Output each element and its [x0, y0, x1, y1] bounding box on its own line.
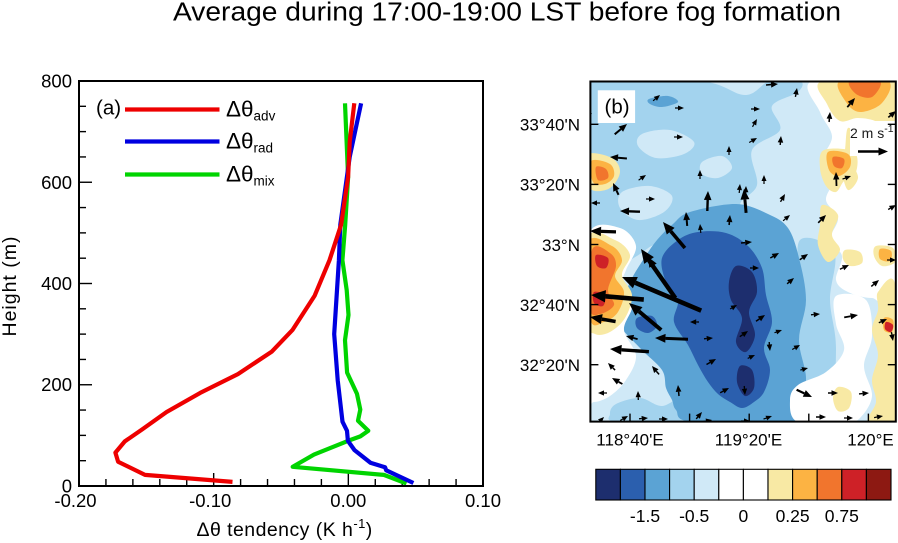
- svg-text:0.00: 0.00: [330, 490, 366, 511]
- svg-text:32°20'N: 32°20'N: [520, 356, 580, 375]
- svg-text:800: 800: [41, 71, 72, 92]
- svg-text:33°20'N: 33°20'N: [520, 176, 580, 195]
- svg-text:33°40'N: 33°40'N: [520, 116, 580, 135]
- svg-text:0.25: 0.25: [776, 506, 810, 526]
- svg-text:-1.5: -1.5: [630, 506, 660, 526]
- svg-text:Height (m): Height (m): [0, 235, 21, 336]
- svg-text:Average during 17:00-19:00 LST: Average during 17:00-19:00 LST before fo…: [173, 0, 841, 27]
- svg-text:32°40'N: 32°40'N: [520, 296, 580, 315]
- svg-text:Δθmix: Δθmix: [226, 162, 275, 189]
- svg-text:-0.10: -0.10: [189, 490, 231, 511]
- svg-text:Δθ tendency (K h-1): Δθ tendency (K h-1): [197, 516, 373, 541]
- svg-text:(b): (b): [605, 96, 630, 119]
- svg-text:2 m s-1: 2 m s-1: [850, 123, 894, 141]
- svg-text:Δθrad: Δθrad: [226, 129, 273, 156]
- svg-text:600: 600: [41, 172, 72, 193]
- svg-text:-0.5: -0.5: [679, 506, 709, 526]
- svg-text:0: 0: [739, 506, 749, 526]
- svg-text:119°20'E: 119°20'E: [715, 431, 782, 450]
- svg-text:-0.20: -0.20: [54, 490, 96, 511]
- svg-text:0.75: 0.75: [825, 506, 859, 526]
- svg-text:400: 400: [41, 273, 72, 294]
- svg-text:0: 0: [62, 476, 72, 497]
- svg-text:Δθadv: Δθadv: [226, 97, 276, 124]
- svg-text:120°E: 120°E: [847, 431, 894, 450]
- svg-text:0.10: 0.10: [465, 490, 501, 511]
- svg-text:33°N: 33°N: [542, 236, 580, 255]
- svg-text:118°40'E: 118°40'E: [596, 431, 663, 450]
- svg-text:(a): (a): [96, 97, 121, 120]
- svg-text:200: 200: [41, 374, 72, 395]
